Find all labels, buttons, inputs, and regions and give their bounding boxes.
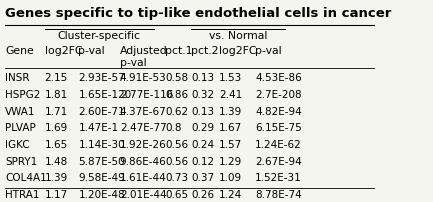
Text: 0.37: 0.37 xyxy=(191,173,214,183)
Text: 1.71: 1.71 xyxy=(45,107,68,117)
Text: 2.7E-208: 2.7E-208 xyxy=(255,90,302,100)
Text: 2.93E-57: 2.93E-57 xyxy=(78,73,125,83)
Text: Genes specific to tip-like endothelial cells in cancer: Genes specific to tip-like endothelial c… xyxy=(5,7,391,20)
Text: 2.77E-116: 2.77E-116 xyxy=(120,90,173,100)
Text: 1.65E-120: 1.65E-120 xyxy=(78,90,132,100)
Text: log2FC: log2FC xyxy=(219,46,256,56)
Text: 0.12: 0.12 xyxy=(191,157,214,167)
Text: 1.09: 1.09 xyxy=(219,173,242,183)
Text: HSPG2: HSPG2 xyxy=(5,90,41,100)
Text: 0.56: 0.56 xyxy=(165,157,188,167)
Text: 1.69: 1.69 xyxy=(45,123,68,133)
Text: Gene: Gene xyxy=(5,46,34,56)
Text: INSR: INSR xyxy=(5,73,29,83)
Text: 1.17: 1.17 xyxy=(45,190,68,200)
Text: Cluster-specific: Cluster-specific xyxy=(58,31,141,41)
Text: 1.39: 1.39 xyxy=(219,107,242,117)
Text: 1.81: 1.81 xyxy=(45,90,68,100)
Text: 6.15E-75: 6.15E-75 xyxy=(255,123,302,133)
Text: 0.73: 0.73 xyxy=(165,173,188,183)
Text: 1.53: 1.53 xyxy=(219,73,242,83)
Text: 2.15: 2.15 xyxy=(45,73,68,83)
Text: 8.78E-74: 8.78E-74 xyxy=(255,190,302,200)
Text: 1.14E-30: 1.14E-30 xyxy=(78,140,125,150)
Text: 0.32: 0.32 xyxy=(191,90,214,100)
Text: 0.62: 0.62 xyxy=(165,107,188,117)
Text: 4.82E-94: 4.82E-94 xyxy=(255,107,302,117)
Text: 2.01E-44: 2.01E-44 xyxy=(120,190,166,200)
Text: pct.2: pct.2 xyxy=(191,46,219,56)
Text: 0.58: 0.58 xyxy=(165,73,188,83)
Text: 1.39: 1.39 xyxy=(45,173,68,183)
Text: 0.26: 0.26 xyxy=(191,190,214,200)
Text: pct.1: pct.1 xyxy=(165,46,193,56)
Text: 4.91E-53: 4.91E-53 xyxy=(120,73,167,83)
Text: 2.60E-71: 2.60E-71 xyxy=(78,107,125,117)
Text: 1.24E-62: 1.24E-62 xyxy=(255,140,302,150)
Text: SPRY1: SPRY1 xyxy=(5,157,37,167)
Text: p-val: p-val xyxy=(255,46,282,56)
Text: 1.65: 1.65 xyxy=(45,140,68,150)
Text: 0.24: 0.24 xyxy=(191,140,214,150)
Text: 1.52E-31: 1.52E-31 xyxy=(255,173,302,183)
Text: 1.24: 1.24 xyxy=(219,190,242,200)
Text: 5.87E-50: 5.87E-50 xyxy=(78,157,125,167)
Text: 0.65: 0.65 xyxy=(165,190,188,200)
Text: 0.29: 0.29 xyxy=(191,123,214,133)
Text: 0.86: 0.86 xyxy=(165,90,188,100)
Text: 0.8: 0.8 xyxy=(165,123,181,133)
Text: 1.48: 1.48 xyxy=(45,157,68,167)
Text: 2.67E-94: 2.67E-94 xyxy=(255,157,302,167)
Text: Adjusted
p-val: Adjusted p-val xyxy=(120,46,168,68)
Text: 1.57: 1.57 xyxy=(219,140,242,150)
Text: p-val: p-val xyxy=(78,46,105,56)
Text: 4.53E-86: 4.53E-86 xyxy=(255,73,302,83)
Text: log2FC: log2FC xyxy=(45,46,82,56)
Text: 1.67: 1.67 xyxy=(219,123,242,133)
Text: 4.37E-67: 4.37E-67 xyxy=(120,107,167,117)
Text: 1.47E-1: 1.47E-1 xyxy=(78,123,119,133)
Text: 1.20E-48: 1.20E-48 xyxy=(78,190,125,200)
Text: 0.56: 0.56 xyxy=(165,140,188,150)
Text: PLVAP: PLVAP xyxy=(5,123,36,133)
Text: 2.47E-77: 2.47E-77 xyxy=(120,123,167,133)
Text: IGKC: IGKC xyxy=(5,140,30,150)
Text: 0.13: 0.13 xyxy=(191,73,214,83)
Text: 9.86E-46: 9.86E-46 xyxy=(120,157,167,167)
Text: 1.61E-44: 1.61E-44 xyxy=(120,173,167,183)
Text: COL4A1: COL4A1 xyxy=(5,173,47,183)
Text: 0.13: 0.13 xyxy=(191,107,214,117)
Text: 1.92E-26: 1.92E-26 xyxy=(120,140,167,150)
Text: vs. Normal: vs. Normal xyxy=(209,31,268,41)
Text: HTRA1: HTRA1 xyxy=(5,190,40,200)
Text: 2.41: 2.41 xyxy=(219,90,242,100)
Text: VWA1: VWA1 xyxy=(5,107,36,117)
Text: 9.58E-49: 9.58E-49 xyxy=(78,173,125,183)
Text: 1.29: 1.29 xyxy=(219,157,242,167)
